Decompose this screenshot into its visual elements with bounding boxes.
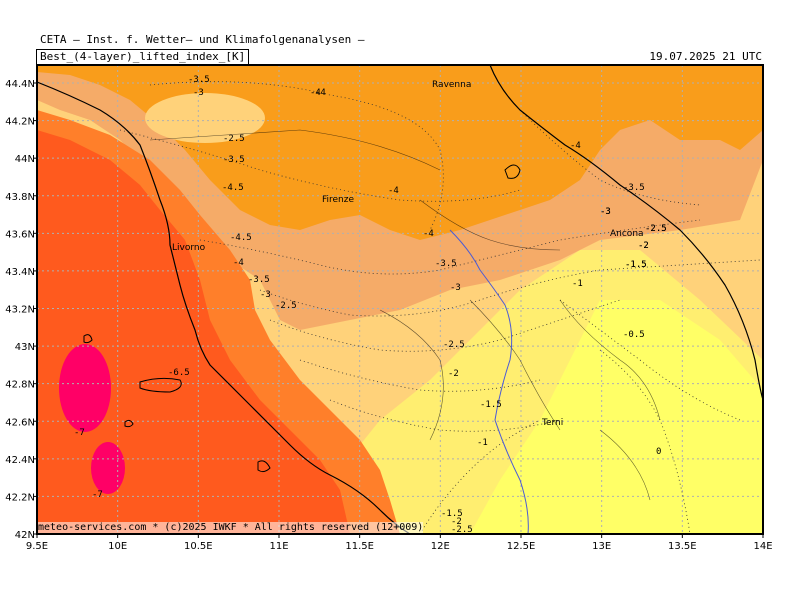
contour-label: -3: [600, 207, 611, 217]
field-patch: [145, 93, 265, 143]
y-tick-label: 43.8N: [5, 192, 35, 203]
region-borders: [149, 129, 661, 501]
contour-label: -0.5: [623, 330, 645, 340]
x-tick-label: 11E: [269, 541, 288, 552]
contour-label: -1.5: [480, 400, 502, 410]
contour-label: -2: [638, 241, 649, 251]
x-tick-label: 11.5E: [345, 541, 374, 552]
city-label: Firenze: [322, 195, 354, 205]
contour-label: -4.5: [222, 183, 244, 193]
contour-label: -2: [451, 517, 462, 527]
contour-label: -4.5: [230, 233, 252, 243]
contour-labels: -3.5 -3 -4 -2.5 -3.5 -4.5 -4 -4 -4.5 -4 …: [74, 75, 667, 535]
contour-label: -2.5: [645, 224, 667, 234]
contour-label: -7: [92, 490, 103, 500]
y-axis-ticks: 44.4N 44.2N 44N 43.8N 43.6N 43.4N 43.2N 43N 42.8…: [5, 79, 37, 541]
contour-label: -2: [448, 369, 459, 379]
contour-label: -4: [315, 88, 326, 98]
valid-datetime: 19.07.2025 21 UTC: [649, 50, 762, 63]
contour-label: -2.5: [645, 224, 667, 234]
x-tick-label: 12.5E: [507, 541, 536, 552]
island-small-1: [124, 419, 134, 428]
contour-label: -4: [310, 88, 321, 98]
y-tick-label: 44.2N: [5, 117, 35, 128]
x-tick-label: 12E: [431, 541, 450, 552]
field-magenta-2: [91, 442, 125, 494]
y-tick-label: 42.2N: [5, 492, 35, 503]
island-elba: [139, 377, 182, 393]
x-tick-label: 13.5E: [668, 541, 697, 552]
river: [449, 229, 529, 534]
contour-label: -2.5: [223, 134, 245, 144]
island-small-3: [83, 334, 93, 344]
island-small-2: [257, 460, 271, 473]
y-tick-label: 42.8N: [5, 380, 35, 391]
contour-label: -3: [260, 290, 271, 300]
contour-label: -2.5: [443, 340, 465, 350]
contour-label: -4: [388, 186, 399, 196]
contour-label: -3.5: [223, 155, 245, 165]
contour-label: -6.5: [168, 368, 190, 378]
contour-label: -1: [572, 279, 583, 289]
y-tick-label: 44N: [15, 154, 35, 165]
y-tick-label: 42.4N: [5, 455, 35, 466]
map-title: Best_(4-layer)_lifted_index_[K]: [36, 49, 250, 65]
city-label: Terni: [541, 418, 563, 428]
city-label: Livorno: [172, 243, 206, 253]
contour-label: -3.5: [435, 259, 457, 269]
lat-lon-grid: [37, 65, 763, 534]
contour-label: -3.5: [248, 275, 270, 285]
x-tick-label: 10E: [108, 541, 127, 552]
contour-label: -1: [477, 438, 488, 448]
y-tick-label: 42.6N: [5, 417, 35, 428]
y-tick-label: 43.2N: [5, 305, 35, 316]
contour-label: -4: [570, 141, 581, 151]
institute-header: CETA — Inst. f. Wetter— und Klimafolgena…: [40, 33, 365, 46]
contour-label: -2: [638, 241, 649, 251]
contour-label: -4: [233, 258, 244, 268]
coastline: [37, 81, 411, 534]
coastline-adriatic: [489, 65, 763, 401]
y-tick-label: 43.6N: [5, 229, 35, 240]
contour-label: -3: [450, 283, 461, 293]
map-frame: [36, 64, 764, 535]
y-tick-label: 43N: [15, 342, 35, 353]
contour-lines: [119, 81, 761, 534]
contour-label: -3: [193, 88, 204, 98]
field-red: [37, 130, 350, 534]
y-tick-label: 43.4N: [5, 267, 35, 278]
contour-label: -2.5: [451, 525, 473, 535]
x-tick-label: 9.5E: [26, 541, 48, 552]
x-tick-label: 14E: [753, 541, 772, 552]
city-label: Ravenna: [432, 80, 471, 90]
field-yellow-bright: [470, 300, 763, 534]
contour-label: -7: [74, 428, 85, 438]
field-magenta-1: [59, 344, 111, 432]
city-label: Ancona: [610, 229, 644, 239]
contour-label: -1.5: [625, 260, 647, 270]
contour-label: -4: [423, 229, 434, 239]
y-tick-label: 42N: [15, 530, 35, 541]
x-tick-label: 13E: [592, 541, 611, 552]
contour-label: -3.5: [188, 75, 210, 85]
y-tick-label: 44.4N: [5, 79, 35, 90]
contour-label: -2.5: [275, 301, 297, 311]
contour-label: -3: [600, 207, 611, 217]
contour-label: -1.5: [441, 509, 463, 519]
x-tick-label: 10.5E: [184, 541, 213, 552]
contour-label: -1.5: [625, 260, 647, 270]
contour-label: 0: [656, 447, 661, 457]
contour-label: -3.5: [623, 183, 645, 193]
x-axis-ticks: 9.5E 10E 10.5E 11E 11.5E 12E 12.5E 13E 13.5E 14E: [26, 534, 773, 552]
lake: [504, 164, 521, 179]
copyright-footer: meteo-services.com * (c)2025 IWKF * All …: [38, 522, 424, 533]
